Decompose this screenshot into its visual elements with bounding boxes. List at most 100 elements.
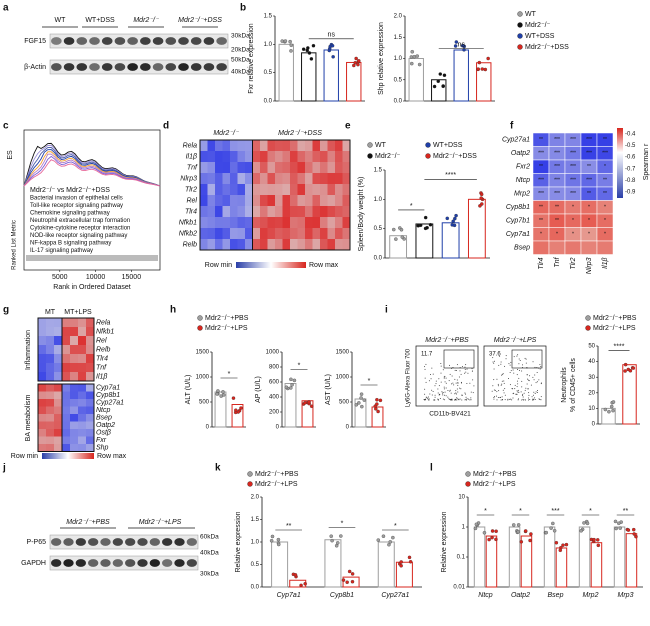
heat-cell <box>54 421 62 429</box>
heat-cell <box>342 239 350 250</box>
flow-event <box>532 361 534 363</box>
gate <box>511 349 543 369</box>
gene-label: Ntcp <box>96 407 111 414</box>
flow-event <box>496 395 498 397</box>
flow-event <box>522 399 524 401</box>
flow-event <box>448 380 450 382</box>
heat-cell <box>200 173 208 184</box>
flow-event <box>455 370 457 372</box>
sig-label: ns <box>328 32 336 39</box>
heat-cell <box>290 184 298 195</box>
dot <box>359 392 364 396</box>
heat-cell <box>38 384 46 392</box>
heat-cell <box>215 184 223 195</box>
gene-label: Tlr4 <box>185 208 197 215</box>
es-curve <box>23 159 161 187</box>
colorbar <box>617 128 623 198</box>
legend-label: WT+DSS <box>525 33 555 40</box>
group-label: MT+LPS <box>64 309 92 316</box>
flow-event <box>441 392 443 394</box>
flow-event <box>470 399 472 401</box>
heat-cell <box>290 217 298 228</box>
y-tick-label: 800 <box>269 365 280 371</box>
band <box>63 37 75 45</box>
heat-cell <box>342 228 350 239</box>
heat-cell <box>320 195 328 206</box>
dot <box>239 406 243 410</box>
gene-label: Tlr2 <box>185 186 197 193</box>
star-label: *** <box>570 164 576 170</box>
star-label: * <box>572 205 574 211</box>
col-label: Tlr4 <box>538 257 545 269</box>
flow-event <box>424 393 426 395</box>
axis-label: Relative expression <box>235 511 242 572</box>
band <box>51 37 62 45</box>
band <box>203 37 215 45</box>
y-tick-label: 0.1 <box>457 555 466 561</box>
flow-event <box>425 396 427 398</box>
flow-event <box>442 369 444 371</box>
flow-event <box>437 398 439 400</box>
heat-cell <box>342 206 350 217</box>
heat-cell <box>46 336 54 345</box>
gene-label: Relb <box>96 346 111 353</box>
heat-cell <box>267 239 275 250</box>
flow-event <box>538 398 540 400</box>
dot <box>231 396 236 400</box>
flow-event <box>458 398 460 400</box>
dot <box>330 538 334 543</box>
y-tick-label: 0.0 <box>394 99 403 105</box>
sig-label: * <box>519 508 522 515</box>
heat-cell <box>38 327 46 336</box>
flow-event <box>518 369 520 371</box>
legend-label: Mdr2⁻/⁻+LPS <box>255 481 298 488</box>
heat-cell <box>237 140 245 151</box>
y-tick-label: 1.5 <box>251 517 260 523</box>
heat-cell <box>335 184 343 195</box>
bar <box>613 526 626 588</box>
dot <box>329 534 333 538</box>
heat-cell <box>275 228 283 239</box>
star-label: ** <box>539 218 543 224</box>
legend-marker <box>425 142 431 148</box>
flow-event <box>440 365 442 367</box>
row-label: β-Actin <box>24 64 46 71</box>
gene-label: Bsep <box>96 414 112 421</box>
band <box>101 37 113 45</box>
heat-cell <box>70 414 78 422</box>
flow-event <box>428 380 430 382</box>
y-tick-label: 10 <box>458 495 465 501</box>
flow-event <box>540 366 542 368</box>
flow-event <box>500 363 502 365</box>
dot <box>357 59 361 63</box>
heat-cell <box>335 206 343 217</box>
dot <box>428 222 433 227</box>
heat-cell <box>38 391 46 399</box>
dot <box>454 213 458 218</box>
heat-cell <box>305 162 313 173</box>
heat-cell <box>230 173 238 184</box>
col-label: Il1β <box>602 258 609 269</box>
heat-frame <box>252 139 351 251</box>
flow-event <box>464 399 466 401</box>
flow-event <box>496 391 498 393</box>
y-tick-label: 0 <box>206 425 210 431</box>
band <box>114 63 126 71</box>
colorbar-tick: -0.8 <box>625 178 636 184</box>
pathway-label: NF-kappa B signaling pathway <box>30 241 111 247</box>
flow-event <box>522 364 524 366</box>
legend-marker <box>585 315 591 321</box>
star-label: ** <box>603 191 607 197</box>
row-label: Cyp7b1 <box>506 218 530 225</box>
heat-cell <box>320 228 328 239</box>
heat-cell <box>230 206 238 217</box>
sig-label: ** <box>623 508 629 515</box>
band <box>140 37 151 45</box>
dot <box>378 398 383 403</box>
heat-cell <box>38 406 46 414</box>
flow-event <box>533 379 535 381</box>
flow-title: Mdr2⁻/⁻+LPS <box>494 337 537 344</box>
y-tick-label: 0.01 <box>453 585 465 591</box>
star-label: * <box>556 232 558 238</box>
heat-cell <box>200 162 208 173</box>
